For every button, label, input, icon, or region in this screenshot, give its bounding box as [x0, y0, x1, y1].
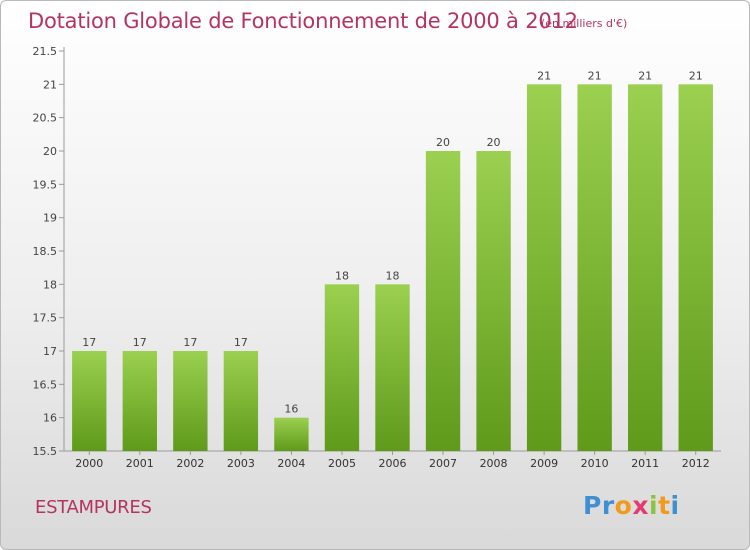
bar	[628, 84, 663, 451]
chart-unit: (en milliers d'€)	[541, 17, 628, 30]
proxiti-logo[interactable]: Proxiti	[583, 491, 680, 520]
y-tick-label: 18	[43, 278, 57, 291]
x-tick-label: 2009	[530, 457, 558, 470]
bar	[72, 351, 107, 451]
data-label: 20	[436, 136, 450, 149]
data-label: 17	[133, 336, 147, 349]
y-tick-label: 20	[43, 145, 57, 158]
data-label: 17	[183, 336, 197, 349]
chart-title: Dotation Globale de Fonctionnement de 20…	[28, 9, 578, 33]
bar	[274, 417, 309, 451]
data-label: 20	[487, 136, 501, 149]
x-tick-label: 2002	[176, 457, 204, 470]
data-label: 21	[638, 69, 652, 82]
bar	[526, 84, 562, 451]
y-tick-label: 21.5	[33, 45, 58, 58]
x-tick-label: 2008	[480, 457, 508, 470]
bar	[324, 284, 360, 451]
data-label: 21	[588, 69, 602, 82]
bar	[173, 351, 208, 451]
y-tick-label: 15.5	[33, 445, 58, 458]
bar	[375, 284, 410, 451]
data-label: 17	[82, 336, 96, 349]
data-label: 21	[689, 69, 703, 82]
x-tick-label: 2003	[227, 457, 255, 470]
y-tick-label: 17.5	[33, 312, 58, 325]
bar	[425, 151, 461, 451]
x-tick-label: 2005	[328, 457, 356, 470]
data-label: 18	[335, 269, 349, 282]
bar	[223, 351, 259, 451]
x-tick-label: 2004	[277, 457, 305, 470]
y-tick-label: 21	[43, 78, 57, 91]
bar	[577, 84, 612, 451]
y-tick-label: 19.5	[33, 178, 58, 191]
x-tick-label: 2012	[682, 457, 710, 470]
y-tick-label: 16	[43, 412, 57, 425]
x-tick-label: 2010	[581, 457, 609, 470]
data-label: 16	[284, 403, 298, 416]
y-tick-label: 18.5	[33, 245, 58, 258]
data-label: 17	[234, 336, 248, 349]
x-tick-label: 2006	[379, 457, 407, 470]
bar	[476, 151, 511, 451]
commune-name: ESTAMPURES	[35, 497, 152, 518]
bar	[122, 351, 157, 451]
y-tick-label: 17	[43, 345, 57, 358]
x-tick-label: 2007	[429, 457, 457, 470]
x-tick-label: 2001	[126, 457, 154, 470]
data-label: 18	[386, 269, 400, 282]
x-tick-label: 2011	[631, 457, 659, 470]
data-label: 21	[537, 69, 551, 82]
y-tick-label: 16.5	[33, 378, 58, 391]
x-tick-label: 2000	[75, 457, 103, 470]
y-tick-label: 19	[43, 212, 57, 225]
y-tick-label: 20.5	[33, 112, 58, 125]
bar	[678, 84, 713, 451]
